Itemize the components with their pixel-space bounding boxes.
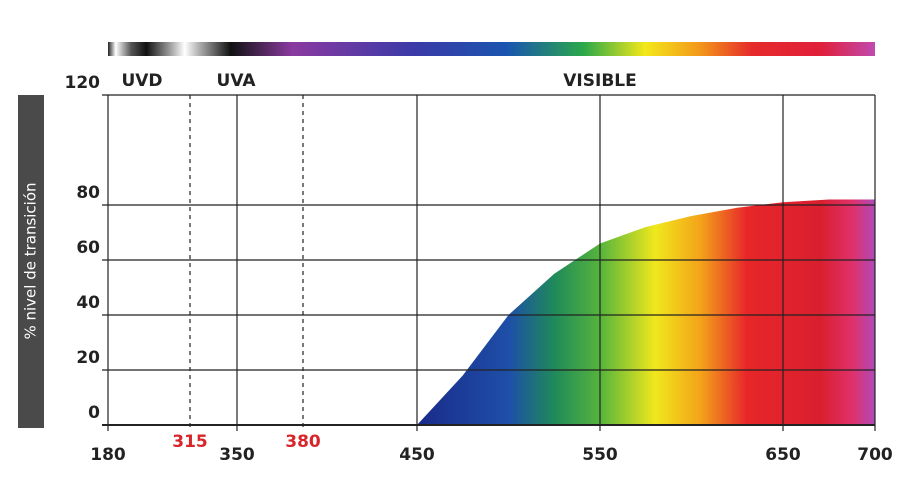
region-label: UVA [217,71,257,91]
x-tick-label: 315 [172,432,208,452]
spectrum-area [417,199,875,425]
y-tick-label: 80 [76,183,100,203]
y-tick-label: 0 [88,403,100,423]
region-label: UVD [121,71,162,91]
x-tick-label: 380 [285,432,321,452]
y-tick-label: 120 [65,73,101,93]
y-tick-label: 40 [76,293,100,313]
spectrum-bar [108,42,875,56]
region-label: VISIBLE [563,71,636,91]
y-tick-label: 60 [76,238,100,258]
x-tick-label: 350 [219,445,255,465]
x-tick-label: 180 [90,445,126,465]
x-tick-label: 550 [582,445,618,465]
y-tick-label: 20 [76,348,100,368]
x-tick-label: 700 [857,445,893,465]
y-label-box [18,95,44,428]
x-tick-label: 650 [765,445,801,465]
x-tick-label: 450 [399,445,435,465]
y-axis-label: % nivel de transición [22,182,40,339]
